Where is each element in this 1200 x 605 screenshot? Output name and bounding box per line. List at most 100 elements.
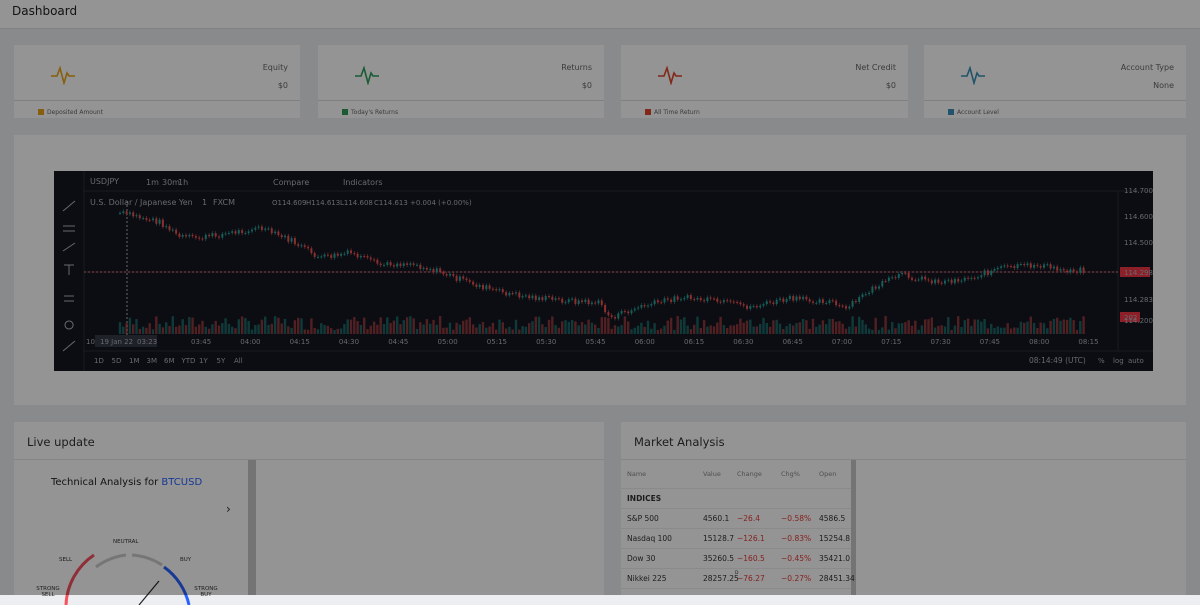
volume-bar xyxy=(696,316,699,334)
candle-body xyxy=(878,286,880,289)
candle-body xyxy=(155,218,158,224)
card-label: Net Credit xyxy=(855,63,896,72)
candle-body xyxy=(627,311,630,314)
scale-option[interactable]: log xyxy=(1113,357,1124,365)
candle-body xyxy=(168,226,171,231)
volume-bar xyxy=(547,319,551,334)
ta-title: Technical Analysis for xyxy=(51,477,159,488)
candle-body xyxy=(340,253,343,256)
volume-bar xyxy=(871,329,874,334)
candle-body xyxy=(419,264,422,269)
volume-bar xyxy=(541,324,544,334)
pair-exchange: FXCM xyxy=(213,198,235,207)
candle-body xyxy=(911,277,913,280)
candle-body xyxy=(967,277,970,279)
volume-bar xyxy=(617,326,620,334)
tools xyxy=(62,200,76,352)
candle-body xyxy=(904,272,907,274)
candle-body xyxy=(544,296,547,301)
volume-bar xyxy=(683,317,686,334)
volume-bar xyxy=(488,326,491,334)
scale-option[interactable]: % xyxy=(1098,357,1105,365)
candle-body xyxy=(557,298,560,300)
indicators[interactable]: Indicators xyxy=(343,178,383,187)
volume-bar xyxy=(785,326,788,334)
time-label: 08:00 xyxy=(1029,338,1049,346)
candle-body xyxy=(412,263,415,265)
volume-bar xyxy=(838,321,841,334)
market-table: Name Value Change Chg% Open INDICES S&P 500 4… xyxy=(621,460,856,595)
range-button[interactable]: 1Y xyxy=(199,357,208,365)
card-value: $0 xyxy=(277,81,288,90)
volume-bar xyxy=(897,323,900,334)
price-label: 114.283 xyxy=(1124,296,1153,304)
volume-bar xyxy=(313,327,316,334)
volume-bar xyxy=(392,320,396,334)
volume-bar xyxy=(613,325,617,334)
volume-bar xyxy=(379,317,382,334)
time-label: 08:15 xyxy=(1078,338,1098,346)
candle-body xyxy=(389,262,392,266)
interval[interactable]: 30m xyxy=(162,178,180,187)
volume-bar xyxy=(445,327,448,334)
range-button[interactable]: 1D xyxy=(94,357,104,365)
volume-bar xyxy=(983,318,986,334)
market-cell: Nasdaq 100 xyxy=(627,534,672,543)
candle-body xyxy=(1033,264,1036,268)
candle-body xyxy=(828,300,831,304)
volume-bar xyxy=(504,328,508,334)
time-label: 10 xyxy=(86,338,95,346)
volume-bar xyxy=(214,320,217,334)
candle-body xyxy=(643,305,646,307)
candle-body xyxy=(376,259,379,264)
ohlc: H114.613 xyxy=(306,199,340,207)
range-button[interactable]: All xyxy=(234,357,243,365)
volume-bar xyxy=(283,318,287,334)
range-button[interactable]: 1M xyxy=(129,357,140,365)
candle-body xyxy=(561,298,564,303)
range-button[interactable]: 6M xyxy=(164,357,175,365)
volume-bar xyxy=(732,325,735,334)
candle-body xyxy=(498,289,501,291)
volume-bar xyxy=(891,322,894,334)
candle-body xyxy=(491,288,494,290)
candle-body xyxy=(145,218,148,220)
volume-bar xyxy=(584,324,587,334)
card-label: Account Type xyxy=(1120,63,1174,72)
volume-bar xyxy=(254,324,257,334)
next-arrow[interactable]: › xyxy=(226,502,231,516)
volume-bar xyxy=(603,317,607,334)
volume-bar xyxy=(198,324,201,334)
ta-widget: Technical Analysis for BTCUSD › NEUTRAL … xyxy=(14,460,256,605)
candle-body xyxy=(402,263,405,266)
volume-bar xyxy=(1023,322,1026,334)
time-label: 05:15 xyxy=(487,338,507,346)
candle-body xyxy=(488,285,491,289)
candle-body xyxy=(732,301,735,303)
range-button[interactable]: YTD xyxy=(181,357,196,365)
volume-bar xyxy=(544,327,547,334)
candle-body xyxy=(614,317,616,319)
range-button[interactable]: 5Y xyxy=(217,357,226,365)
time-label: 07:30 xyxy=(931,338,951,346)
volume-bar xyxy=(709,325,712,334)
volume-bar xyxy=(669,317,673,334)
interval[interactable]: 1h xyxy=(178,178,188,187)
volume-bar xyxy=(610,328,613,334)
scale-option[interactable]: auto xyxy=(1128,357,1144,365)
candle-body xyxy=(541,297,544,301)
volume-bar xyxy=(227,323,231,334)
range-button[interactable]: 5D xyxy=(112,357,122,365)
compare[interactable]: Compare xyxy=(273,178,309,187)
volume-bar xyxy=(805,320,808,334)
cursor-time: 03:23 xyxy=(137,338,157,346)
range-button[interactable]: 3M xyxy=(147,357,158,365)
volume-bar xyxy=(1049,320,1052,334)
candle-body xyxy=(917,279,920,281)
gauge-neutral: NEUTRAL xyxy=(113,539,139,545)
interval[interactable]: 1m xyxy=(146,178,159,187)
volume-bar xyxy=(851,316,854,334)
volume-bar xyxy=(287,326,290,334)
candle-body xyxy=(808,299,811,302)
